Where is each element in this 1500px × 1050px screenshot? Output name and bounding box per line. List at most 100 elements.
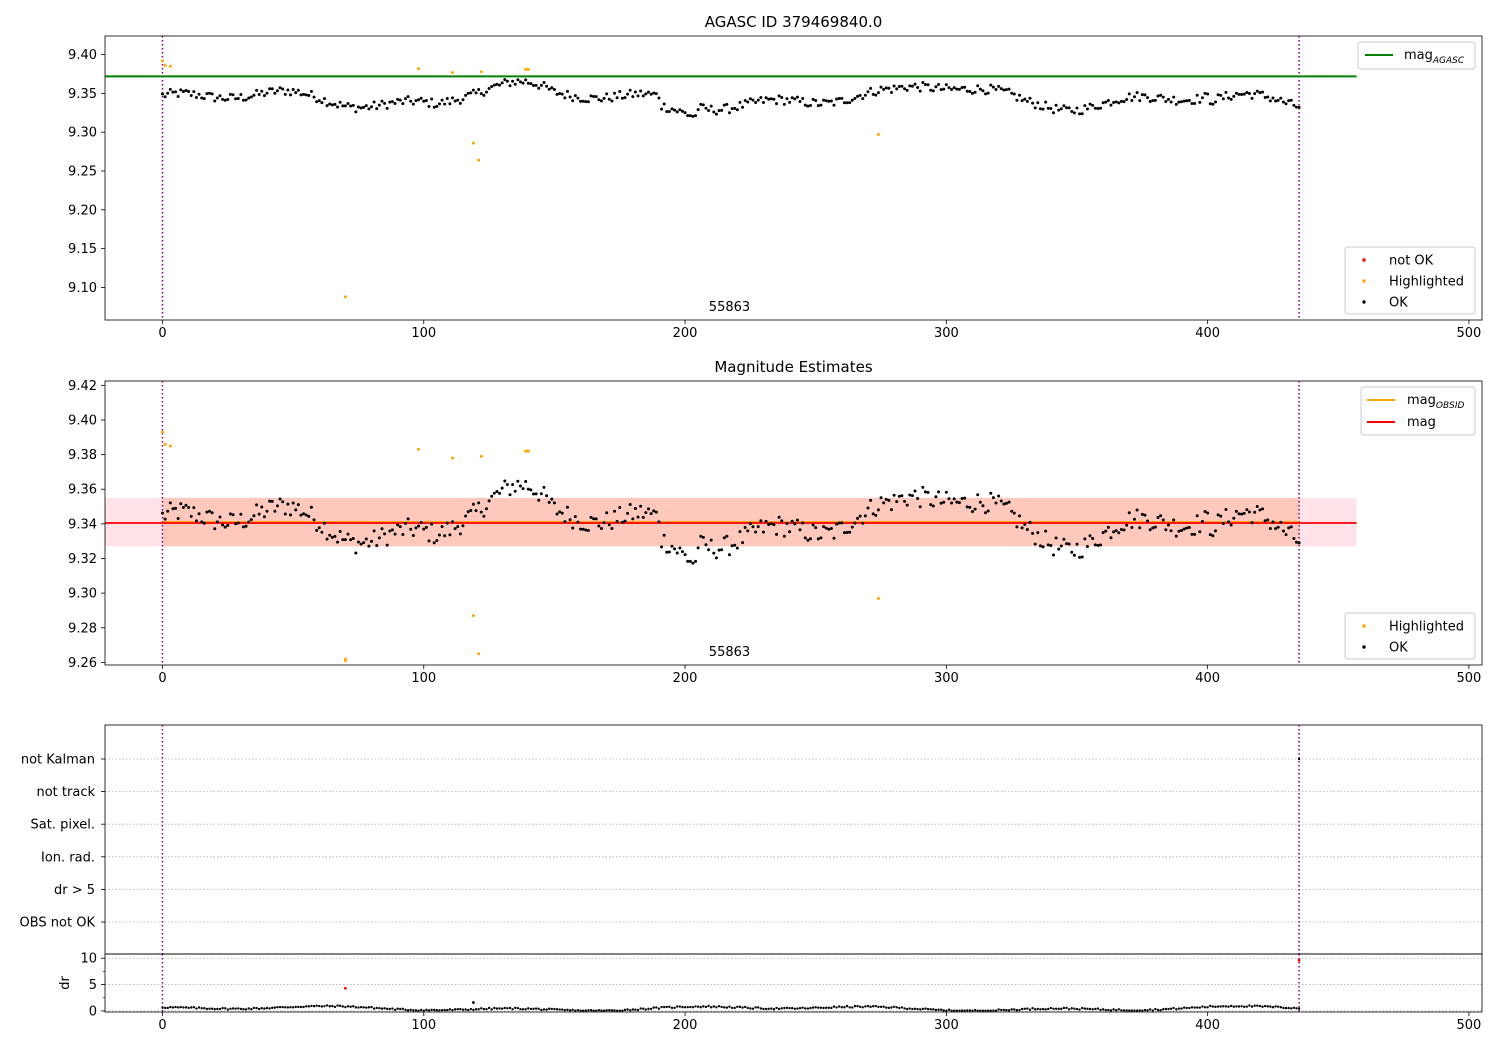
ok-point [289,513,293,517]
dr-point [1182,1006,1186,1009]
dr-point [354,1006,358,1009]
dr-point [200,1007,203,1010]
dr-point [221,1006,224,1010]
ok-point [1263,95,1267,99]
dr-point [192,1006,196,1009]
ok-point [733,543,737,547]
dr-point [1057,1007,1060,1011]
dr-point [937,1008,940,1011]
dr-point [673,1006,676,1009]
dr-point [362,1006,365,1009]
dr-point [1075,1007,1079,1011]
ok-point [552,501,556,505]
dr-point [707,1004,710,1008]
dr-point [388,1007,392,1011]
highlighted-point [471,141,475,145]
ok-point [260,89,264,93]
dr-point [205,1007,209,1011]
ok-point [181,90,185,94]
ok-point [620,520,624,524]
ok-point [1046,543,1050,547]
dr-point [218,1007,222,1011]
ok-point [1057,108,1061,112]
dr-point [422,1009,425,1012]
dr-point [1190,1006,1194,1009]
ok-point [918,89,922,93]
ok-point [1023,97,1027,101]
dr-point [775,1006,778,1010]
ok-point [694,114,698,118]
dr-point [644,1008,648,1011]
dr-point [733,1006,736,1010]
ok-point [1180,528,1184,532]
ok-point [916,497,920,501]
dr-point [289,1006,292,1009]
dr-point [608,1009,611,1012]
dr-point [187,1006,190,1010]
dr-point [1290,1007,1293,1010]
dr-point [1067,1008,1071,1011]
legend-marker [1362,300,1366,304]
dr-point [960,1009,964,1012]
dr-point [751,1007,755,1010]
ok-point [636,94,640,98]
ok-point [947,86,951,90]
dr-point [1206,1006,1209,1009]
ok-point [795,518,799,522]
y-tick-label: 9.30 [68,587,97,602]
ok-point [874,93,878,97]
dr-point [566,1008,569,1012]
dr-point [174,1005,177,1009]
dr-point [631,1008,635,1011]
ok-point [414,526,418,530]
ok-point [362,105,366,109]
ok-point [296,503,300,507]
ok-point [424,525,428,529]
ok-point [322,521,326,525]
ok-point [584,100,588,104]
ok-point [422,527,426,531]
highlighted-point [160,430,164,434]
flag-category-label: Sat. pixel. [31,818,95,833]
ok-point [1193,532,1197,536]
ok-point [372,529,376,533]
ok-point [518,80,522,84]
ok-point [210,511,214,515]
ok-point [871,512,875,516]
ok-point [641,94,645,98]
ok-point [594,95,598,99]
ok-point [1258,508,1262,512]
x-tick-label: 300 [934,1018,959,1033]
ok-point [793,522,797,526]
ok-point [1253,510,1257,514]
ok-point [777,94,781,98]
ok-point [521,81,525,85]
ok-point [968,505,972,509]
ok-point [814,99,818,103]
ok-point [1088,534,1092,538]
dr-point [1101,1008,1105,1011]
dr-point [1154,1007,1157,1011]
ok-point [840,521,844,525]
ok-point [793,97,797,101]
ok-point [910,84,914,88]
y-tick-label: 9.35 [68,87,97,102]
ok-point [782,102,786,106]
ok-point [905,88,909,92]
ok-point [1033,542,1037,546]
ok-point [610,527,614,531]
ok-point [644,92,648,96]
dr-point [746,1006,749,1010]
ok-point [644,511,648,515]
ok-point [808,104,812,108]
dr-point [176,1006,180,1009]
ok-point [761,530,765,534]
dr-point [1180,1007,1183,1010]
ok-point [466,91,470,95]
ok-point [1096,106,1100,110]
ok-point [889,90,893,94]
highlighted-point [168,64,172,68]
dr-point [1146,1009,1149,1012]
dr-point [1227,1005,1230,1008]
dr-point [832,1005,836,1008]
